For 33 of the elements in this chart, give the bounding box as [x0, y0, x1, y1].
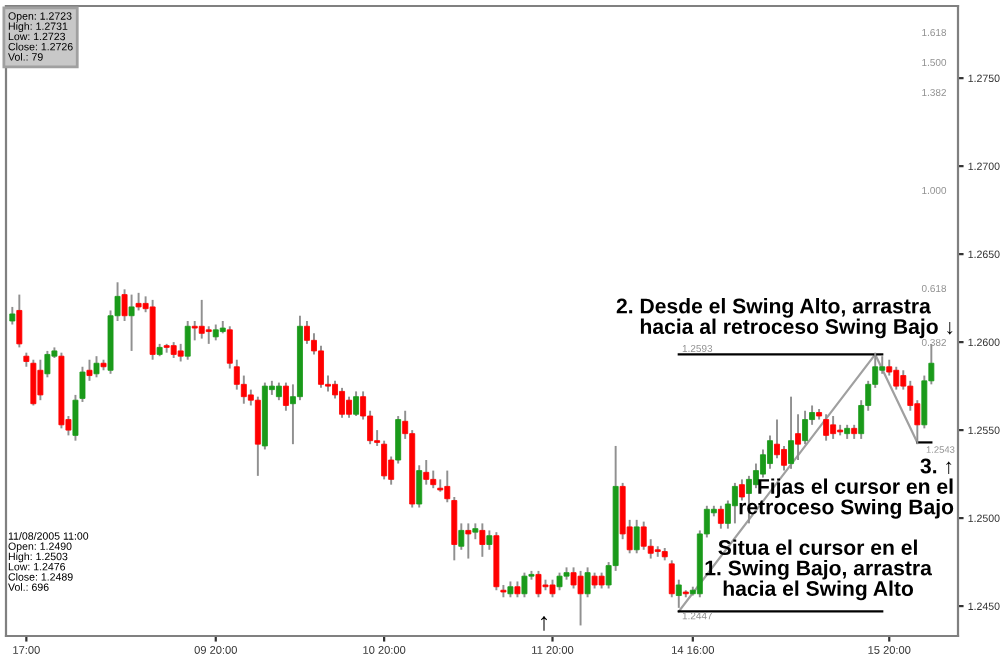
candlestick	[339, 386, 345, 419]
candlestick	[717, 504, 724, 530]
candlestick	[93, 355, 100, 379]
candlestick	[254, 395, 261, 477]
candlestick	[893, 365, 900, 391]
candlestick	[788, 395, 794, 470]
candlestick	[633, 518, 640, 555]
annotation: 3. ↑ Fijas el cursor en el retroceso Swing Bajo	[739, 458, 954, 519]
candlestick	[577, 569, 584, 627]
candlestick	[353, 390, 360, 417]
candlestick	[416, 464, 423, 509]
candlestick	[823, 413, 830, 442]
candlestick	[191, 320, 198, 342]
annotation: ↑	[541, 616, 547, 631]
candlestick	[731, 481, 738, 525]
candlestick	[198, 298, 205, 340]
candlestick	[37, 358, 44, 402]
candlestick	[184, 320, 191, 361]
candlestick	[640, 520, 647, 551]
annotation: Situa el cursor en el 1. Swing Bajo, arrastra hacia el Swing Alto	[705, 539, 932, 601]
candlestick	[149, 298, 156, 361]
candlestick	[16, 293, 23, 349]
candlestick	[346, 395, 352, 419]
annotation: 2. Desde el Swing Alto, arrastra hacia al retroceso Swing Bajo ↓	[616, 298, 953, 339]
candlestick	[535, 569, 542, 599]
candlestick	[479, 522, 486, 558]
candlestick	[465, 522, 472, 560]
candlestick	[128, 293, 135, 352]
candlestick	[521, 571, 528, 599]
candlestick	[486, 529, 493, 551]
candlestick	[830, 415, 837, 440]
candlestick	[30, 358, 37, 407]
candlestick	[423, 459, 430, 486]
